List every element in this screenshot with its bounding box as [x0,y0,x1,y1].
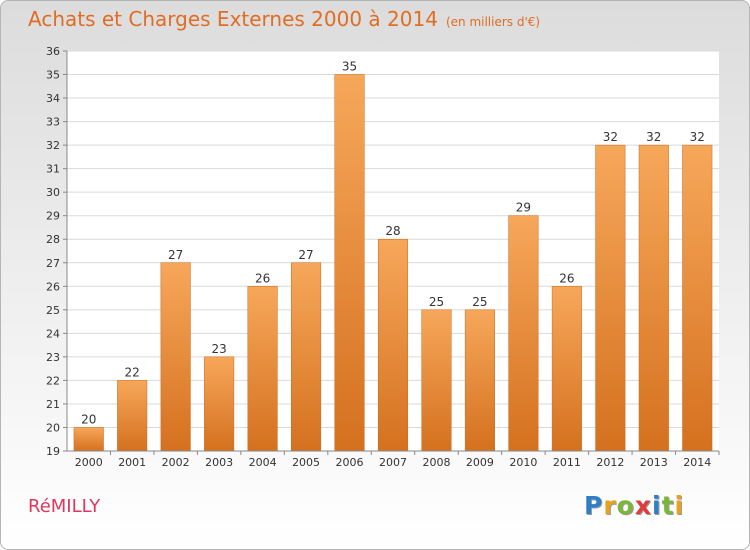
data-label: 26 [255,271,270,285]
commune-name: RéMILLY [28,496,101,517]
x-tick-label: 2006 [336,456,364,469]
y-tick-label: 25 [46,304,60,317]
y-tick-label: 19 [46,445,60,458]
y-tick-label: 29 [46,210,60,223]
bar [551,286,582,452]
data-label: 20 [81,412,96,426]
bar [595,144,626,452]
x-tick-label: 2005 [292,456,320,469]
bar [247,286,278,452]
x-tick-label: 2001 [118,456,146,469]
data-label: 35 [342,60,357,74]
x-tick-label: 2002 [162,456,190,469]
y-tick-label: 28 [46,233,60,246]
y-tick-label: 30 [46,186,60,199]
y-tick-label: 26 [46,280,60,293]
chart-title-text: Achats et Charges Externes 2000 à 2014 [28,7,438,31]
x-tick-label: 2008 [422,456,450,469]
data-label: 27 [168,248,183,262]
data-label: 32 [690,130,705,144]
bar [508,215,539,452]
bar [682,144,713,452]
data-label: 28 [385,224,400,238]
data-label: 22 [125,365,140,379]
y-tick-label: 34 [46,92,60,105]
y-tick-label: 21 [46,398,60,411]
value-labels: 20 22 27 23 26 27 35 28 25 25 29 26 32 32 32 [81,60,705,427]
bar [117,380,148,452]
x-tick-label: 2013 [640,456,668,469]
y-tick-label: 35 [46,69,60,82]
data-label: 29 [516,201,531,215]
x-tick-label: 2009 [466,456,494,469]
x-tick-label: 2000 [75,456,103,469]
bar [377,238,409,452]
y-axis: 19 20 21 22 23 24 25 26 27 28 29 30 31 32 33 34 35 36 [46,45,68,458]
bar [334,74,365,452]
x-tick-label: 2003 [205,456,233,469]
x-tick-label: 2010 [509,456,537,469]
bar [638,144,669,452]
bar [464,309,495,452]
x-tick-label: 2007 [379,456,407,469]
x-tick-label: 2004 [249,456,277,469]
bar [73,427,104,452]
x-axis: 2000 2001 2002 2003 2004 2005 2006 2007 2008 2009… [67,450,720,469]
y-tick-label: 24 [46,327,60,340]
data-label: 32 [603,130,618,144]
y-tick-label: 20 [46,421,60,434]
x-tick-label: 2012 [596,456,624,469]
y-tick-label: 33 [46,116,60,129]
bar [421,309,452,452]
proxiti-logo: Proxiti [584,491,685,520]
data-label: 25 [429,295,444,309]
y-tick-label: 36 [46,45,60,58]
chart-title: Achats et Charges Externes 2000 à 2014 (e… [28,7,540,31]
data-label: 26 [559,271,574,285]
data-label: 23 [211,342,226,356]
chart-unit: (en milliers d'€) [445,15,541,29]
data-label: 25 [472,295,487,309]
data-label: 27 [298,248,313,262]
bars [73,74,713,452]
y-tick-label: 31 [46,163,60,176]
bar [291,262,322,452]
y-tick-label: 22 [46,374,60,387]
y-tick-label: 32 [46,139,60,152]
y-tick-label: 23 [46,351,60,364]
x-tick-label: 2011 [553,456,581,469]
bar [204,356,235,452]
bar [160,262,191,452]
x-tick-label: 2014 [683,456,711,469]
y-tick-label: 27 [46,257,60,270]
data-label: 32 [646,130,661,144]
